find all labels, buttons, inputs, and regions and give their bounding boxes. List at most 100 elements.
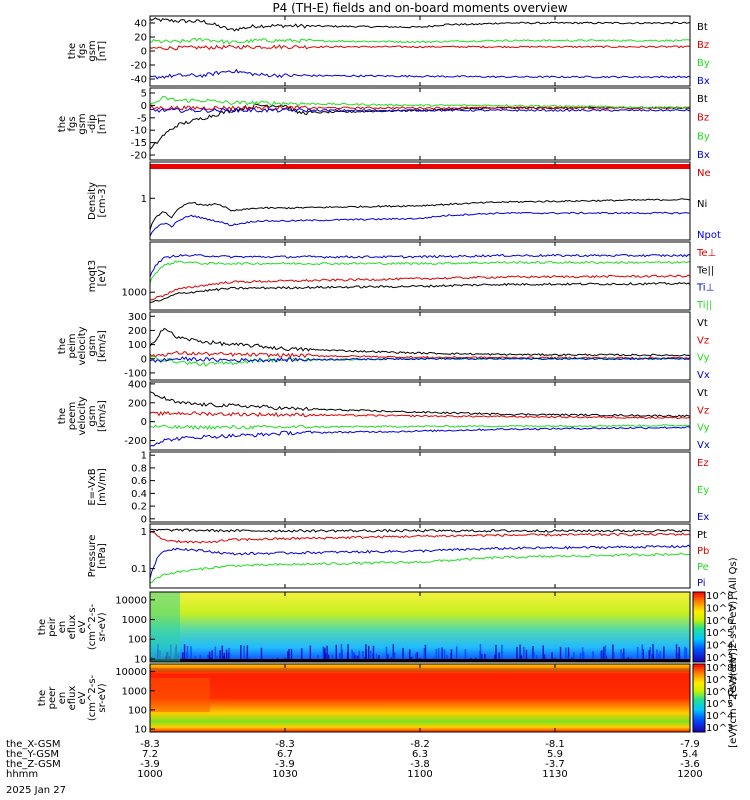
legend-Ti⊥: Ti⊥ bbox=[696, 283, 714, 294]
spectrogram-streak bbox=[183, 644, 186, 662]
y-axis-label: peer bbox=[47, 686, 58, 710]
y-tick-label: 0 bbox=[141, 47, 147, 58]
legend-Vz: Vz bbox=[697, 335, 709, 346]
spectrogram-streak bbox=[199, 654, 202, 662]
legend-Te⊥: Te⊥ bbox=[696, 248, 716, 259]
spectrogram-streak bbox=[573, 652, 575, 662]
legend-Ex: Ex bbox=[697, 512, 709, 523]
spectrogram-streak bbox=[581, 647, 584, 662]
panel-frame bbox=[149, 311, 691, 381]
legend-Bx: Bx bbox=[697, 150, 710, 161]
spectrogram-streak bbox=[494, 654, 496, 662]
colorbar-label: [eV/(cm^2-s-sr-eV)] bbox=[728, 648, 739, 748]
y-tick-label: -40 bbox=[131, 75, 147, 86]
legend-Vx: Vx bbox=[697, 370, 710, 381]
y-axis-label: E=-VxB bbox=[87, 468, 98, 505]
spectrogram-streak bbox=[516, 646, 518, 662]
y-tick-label: -15 bbox=[131, 138, 147, 149]
spectrogram-streak bbox=[358, 650, 361, 662]
legend-Vy: Vy bbox=[697, 423, 710, 434]
x-tick-label: -3.9 bbox=[140, 759, 160, 770]
y-axis-label: en bbox=[57, 692, 68, 705]
y-axis-label: the bbox=[57, 338, 68, 354]
y-axis-label: [nPa] bbox=[97, 543, 108, 569]
y-tick-label: 300 bbox=[128, 312, 147, 323]
series-Pe bbox=[149, 552, 691, 584]
y-axis-label: eflux bbox=[67, 615, 78, 640]
spectrogram-streak bbox=[228, 653, 231, 662]
spectrogram-streak bbox=[392, 644, 395, 662]
x-tick-label: -8.1 bbox=[545, 739, 565, 750]
y-tick-label: 100 bbox=[128, 705, 147, 716]
spectrogram-streak bbox=[354, 654, 356, 662]
spectrogram-streak bbox=[326, 645, 328, 662]
legend-Pb: Pb bbox=[697, 546, 709, 557]
spectrogram-streak bbox=[190, 646, 192, 662]
panel-4: 1000 moqt3 [eV] Te⊥ Te|| Ti⊥ Ti|| bbox=[87, 241, 716, 311]
y-axis-label: peir bbox=[47, 616, 58, 636]
y-axis-label: (cm^2-s- bbox=[87, 674, 98, 721]
spectrogram-streak bbox=[519, 644, 521, 662]
y-tick-label: 10 bbox=[134, 654, 147, 665]
y-tick-label: 10 bbox=[134, 725, 147, 736]
spectrogram-streak bbox=[435, 648, 438, 662]
spectrogram-streak bbox=[408, 649, 411, 662]
spectrogram-streak bbox=[603, 646, 605, 662]
x-tick-label: -8.3 bbox=[275, 739, 295, 750]
spectrogram-streak bbox=[414, 653, 417, 662]
spectrogram-streak bbox=[375, 654, 378, 662]
y-tick-label: -200 bbox=[124, 436, 147, 447]
legend-Bz: Bz bbox=[697, 40, 709, 51]
legend-Vt: Vt bbox=[697, 318, 708, 329]
chart-title: P4 (TH-E) fields and on-board moments ov… bbox=[272, 1, 568, 15]
spectrogram-streak bbox=[685, 647, 688, 662]
x-row-label: the_X-GSM bbox=[6, 739, 60, 750]
colorbar-tick: 10^3 bbox=[706, 653, 733, 664]
spectrogram-streak bbox=[651, 654, 653, 662]
spectrogram-streak bbox=[211, 650, 213, 662]
colorbar-tick: 10^5 bbox=[706, 699, 733, 710]
x-tick-label: 7.2 bbox=[142, 749, 158, 760]
series-By bbox=[149, 95, 691, 109]
spectrogram-streak bbox=[290, 648, 293, 662]
series-Bz bbox=[149, 105, 691, 111]
spectrogram-streak bbox=[621, 653, 624, 662]
series-Pt bbox=[149, 528, 691, 533]
spectrogram-streak bbox=[387, 654, 389, 662]
series-Vt bbox=[149, 327, 691, 357]
spectrogram-streak bbox=[402, 654, 405, 662]
spectrogram-streak bbox=[684, 646, 686, 662]
y-tick-label: 1 bbox=[141, 451, 147, 462]
spectrogram-streak bbox=[370, 650, 372, 662]
legend-Bz: Bz bbox=[697, 113, 709, 124]
y-tick-label: 0 bbox=[141, 514, 147, 525]
y-tick-label: 100 bbox=[128, 340, 147, 351]
y-axis-label: eV bbox=[77, 620, 88, 633]
density-band bbox=[150, 164, 690, 169]
y-axis-label: gsm bbox=[87, 335, 98, 356]
spectrogram-streak bbox=[636, 646, 639, 662]
spectrogram-streak bbox=[424, 644, 427, 662]
y-axis-label: [cm-3] bbox=[97, 184, 108, 217]
date-label: 2025 Jan 27 bbox=[6, 785, 66, 796]
legend-Ni: Ni bbox=[697, 199, 707, 210]
x-tick-label: -7.9 bbox=[680, 739, 700, 750]
spectrogram-streak bbox=[355, 655, 358, 662]
spectrogram-streak bbox=[542, 645, 544, 662]
y-axis-label: the bbox=[57, 408, 68, 424]
legend-Pi: Pi bbox=[697, 578, 706, 589]
y-axis-label: en bbox=[57, 621, 68, 634]
spectrogram bbox=[150, 664, 690, 732]
y-tick-label: 1000 bbox=[122, 686, 147, 697]
spectrogram-streak bbox=[565, 647, 567, 662]
y-tick-label: 100 bbox=[128, 635, 147, 646]
y-axis-label: velocity bbox=[77, 396, 88, 435]
series-Bx bbox=[149, 68, 691, 80]
y-axis-label: Pressure bbox=[87, 535, 98, 578]
y-axis-label: [nT] bbox=[97, 114, 108, 134]
spectrogram-streak bbox=[288, 649, 290, 662]
spectrogram-streak bbox=[498, 652, 500, 662]
y-tick-label: 0.1 bbox=[131, 564, 147, 575]
y-axis-label: peim bbox=[67, 333, 78, 358]
y-tick-label: 5 bbox=[141, 88, 147, 99]
